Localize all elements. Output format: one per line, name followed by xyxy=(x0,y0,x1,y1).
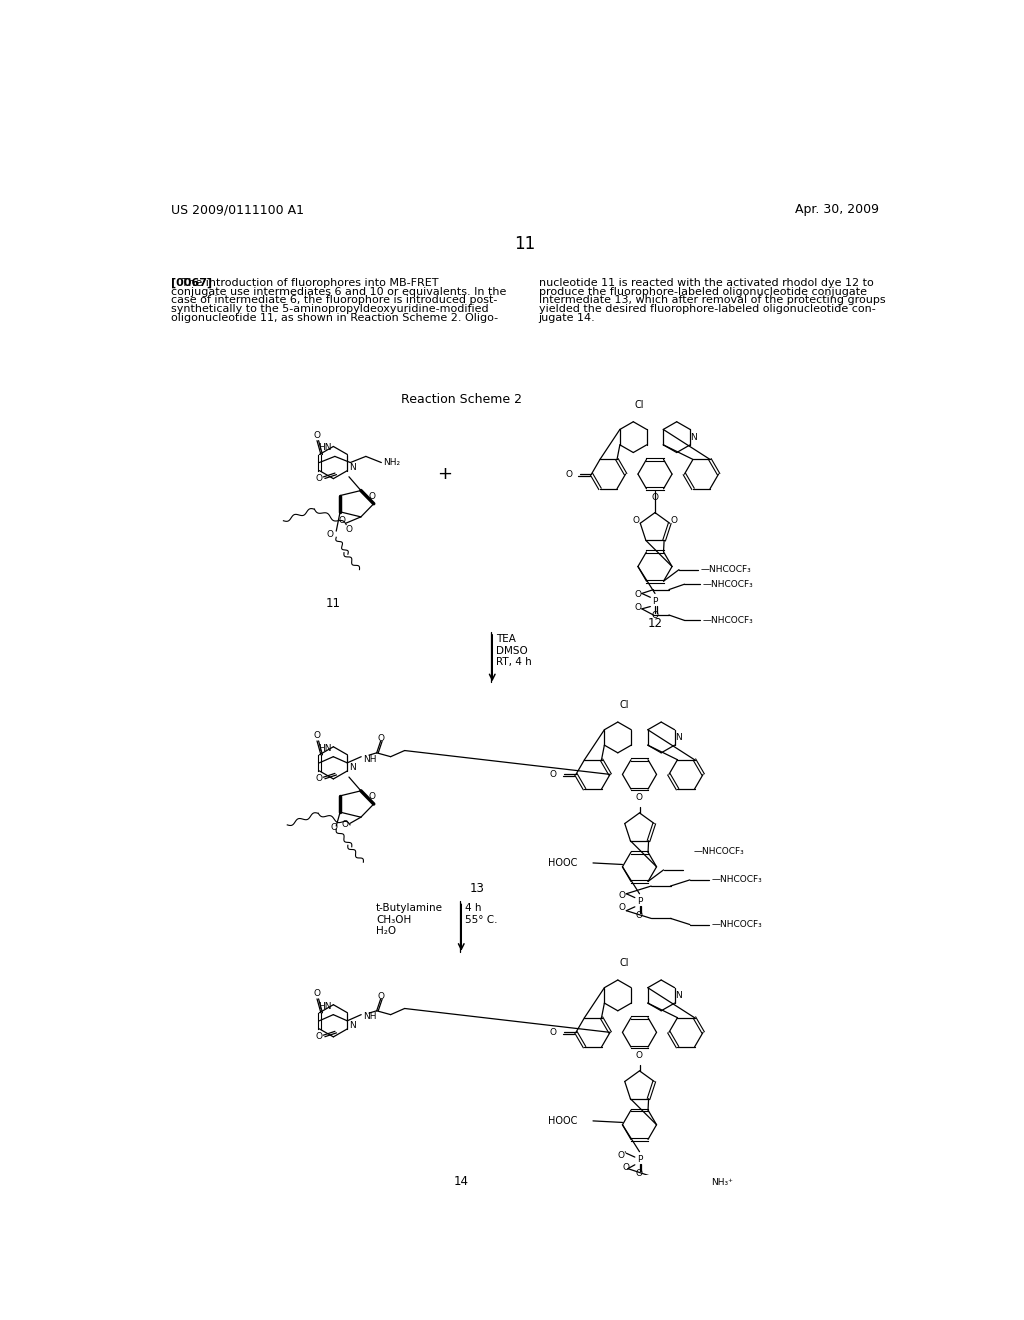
Text: nucleotide 11 is reacted with the activated rhodol dye 12 to: nucleotide 11 is reacted with the activa… xyxy=(539,277,873,288)
Text: conjugate use intermediates 6 and 10 or equivalents. In the: conjugate use intermediates 6 and 10 or … xyxy=(171,286,506,297)
Text: —NHCOCF₃: —NHCOCF₃ xyxy=(712,920,762,929)
Text: O: O xyxy=(378,993,385,1002)
Text: O: O xyxy=(550,770,557,779)
Text: O: O xyxy=(636,1051,643,1060)
Text: O: O xyxy=(315,474,323,483)
Text: N: N xyxy=(349,1022,355,1031)
Text: case of intermediate 6, the fluorophore is introduced post-: case of intermediate 6, the fluorophore … xyxy=(171,296,497,305)
Text: O: O xyxy=(313,731,321,741)
Text: NH₃⁺: NH₃⁺ xyxy=(712,1177,733,1187)
Text: O: O xyxy=(670,516,677,525)
Text: O: O xyxy=(331,824,337,832)
Text: N: N xyxy=(349,463,355,473)
Text: Cl: Cl xyxy=(635,400,644,409)
Text: 13: 13 xyxy=(469,882,484,895)
Text: oligonucleotide 11, as shown in Reaction Scheme 2. Oligo-: oligonucleotide 11, as shown in Reaction… xyxy=(171,313,498,323)
Text: 11: 11 xyxy=(326,597,341,610)
Text: O: O xyxy=(635,590,641,599)
Text: O: O xyxy=(346,525,353,533)
Text: P: P xyxy=(637,898,642,906)
Text: The introduction of fluorophores into MB-FRET: The introduction of fluorophores into MB… xyxy=(171,277,438,288)
Text: O: O xyxy=(315,1032,323,1041)
Text: O: O xyxy=(651,611,658,619)
Text: TEA
DMSO
RT, 4 h: TEA DMSO RT, 4 h xyxy=(496,635,531,668)
Text: HOOC: HOOC xyxy=(548,1115,578,1126)
Text: [0067]: [0067] xyxy=(171,277,212,288)
Text: O: O xyxy=(636,911,643,920)
Text: —NHCOCF₃: —NHCOCF₃ xyxy=(712,875,762,884)
Text: O: O xyxy=(635,603,641,611)
Text: NH: NH xyxy=(362,1012,376,1022)
Text: O: O xyxy=(636,1168,643,1177)
Text: O: O xyxy=(550,1028,557,1036)
Text: Cl: Cl xyxy=(620,700,629,710)
Text: 14: 14 xyxy=(454,1175,469,1188)
Text: HN: HN xyxy=(318,444,332,453)
Text: O: O xyxy=(651,492,658,502)
Text: P: P xyxy=(637,1155,642,1164)
Text: synthetically to the 5-aminopropyldeoxyuridine-modified: synthetically to the 5-aminopropyldeoxyu… xyxy=(171,305,488,314)
Text: 11: 11 xyxy=(514,235,536,253)
Text: —NHCOCF₃: —NHCOCF₃ xyxy=(700,565,752,574)
Text: O: O xyxy=(633,516,640,525)
Text: produce the fluorophore-labeled oligonucleotide conjugate: produce the fluorophore-labeled oligonuc… xyxy=(539,286,866,297)
Text: O: O xyxy=(338,516,345,525)
Text: —NHCOCF₃: —NHCOCF₃ xyxy=(693,847,744,855)
Text: O': O' xyxy=(617,1151,627,1160)
Text: HN: HN xyxy=(318,1002,332,1011)
Text: 4 h
55° C.: 4 h 55° C. xyxy=(465,903,498,924)
Text: O: O xyxy=(618,891,626,900)
Text: HN: HN xyxy=(318,743,332,752)
Text: intermediate 13, which after removal of the protecting groups: intermediate 13, which after removal of … xyxy=(539,296,886,305)
Text: O: O xyxy=(369,491,376,500)
Text: O: O xyxy=(327,531,334,540)
Text: 12: 12 xyxy=(647,616,663,630)
Text: O: O xyxy=(565,470,572,479)
Text: O: O xyxy=(313,989,321,998)
Text: NH₂: NH₂ xyxy=(383,458,400,467)
Text: O: O xyxy=(636,793,643,801)
Text: yielded the desired fluorophore-labeled oligonucleotide con-: yielded the desired fluorophore-labeled … xyxy=(539,305,876,314)
Text: O: O xyxy=(378,734,385,743)
Text: +: + xyxy=(436,465,452,483)
Text: NH: NH xyxy=(362,755,376,763)
Text: O: O xyxy=(315,775,323,783)
Text: O: O xyxy=(622,1163,629,1172)
Text: jugate 14.: jugate 14. xyxy=(539,313,596,323)
Text: N: N xyxy=(675,733,682,742)
Text: N: N xyxy=(690,433,697,442)
Text: N: N xyxy=(349,763,355,772)
Text: O: O xyxy=(313,430,321,440)
Text: US 2009/0111100 A1: US 2009/0111100 A1 xyxy=(171,203,304,216)
Text: O: O xyxy=(342,821,349,829)
Text: —NHCOCF₃: —NHCOCF₃ xyxy=(702,616,753,624)
Text: Apr. 30, 2009: Apr. 30, 2009 xyxy=(795,203,879,216)
Text: Reaction Scheme 2: Reaction Scheme 2 xyxy=(400,393,522,407)
Text: O: O xyxy=(618,903,626,912)
Text: HOOC: HOOC xyxy=(548,858,578,869)
Text: O: O xyxy=(369,792,376,801)
Text: t-Butylamine
CH₃OH
H₂O: t-Butylamine CH₃OH H₂O xyxy=(376,903,443,936)
Text: P: P xyxy=(652,597,657,606)
Text: Cl: Cl xyxy=(620,958,629,968)
Text: —NHCOCF₃: —NHCOCF₃ xyxy=(702,579,753,589)
Text: N: N xyxy=(675,991,682,999)
